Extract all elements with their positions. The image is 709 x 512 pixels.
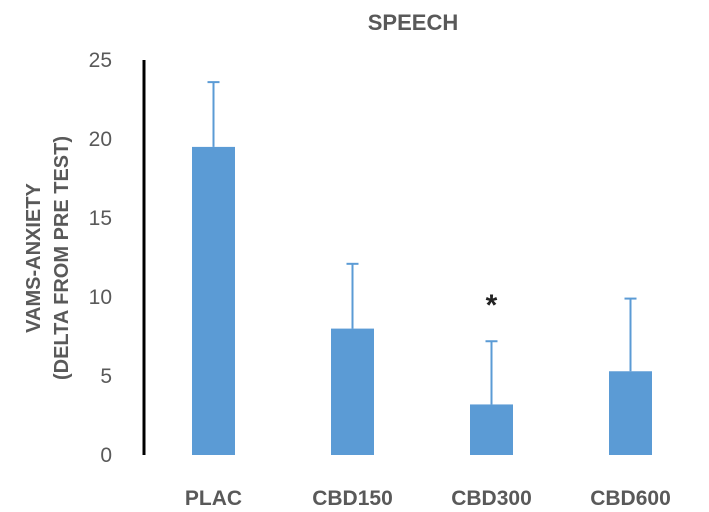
y-tick-label: 25 <box>89 49 112 72</box>
category-label: PLAC <box>185 487 242 510</box>
x-axis-categories: PLAC CBD150 CBD300 CBD600 <box>185 487 671 510</box>
y-tick-label: 20 <box>89 128 112 151</box>
bar <box>192 146 235 455</box>
bar <box>331 328 374 455</box>
bar <box>470 404 513 455</box>
y-tick-label: 5 <box>100 365 112 388</box>
annotations: * <box>486 289 498 322</box>
y-tick-label: 10 <box>89 286 112 309</box>
significance-marker: * <box>486 289 498 322</box>
y-tick-label: 0 <box>100 444 112 467</box>
y-tick-label: 15 <box>89 207 112 230</box>
category-label: CBD600 <box>590 487 671 510</box>
category-label: CBD150 <box>312 487 393 510</box>
chart-title: SPEECH <box>368 10 458 35</box>
category-label: CBD300 <box>451 487 532 510</box>
y-axis-sublabel: (DELTA FROM PRE TEST) <box>51 136 73 380</box>
bars <box>192 146 652 455</box>
y-axis-ticks: 0 5 10 15 20 25 <box>89 49 112 467</box>
error-bars <box>207 81 637 405</box>
y-axis-label: VAMS-ANXIETY <box>23 183 45 333</box>
bar <box>609 371 652 455</box>
